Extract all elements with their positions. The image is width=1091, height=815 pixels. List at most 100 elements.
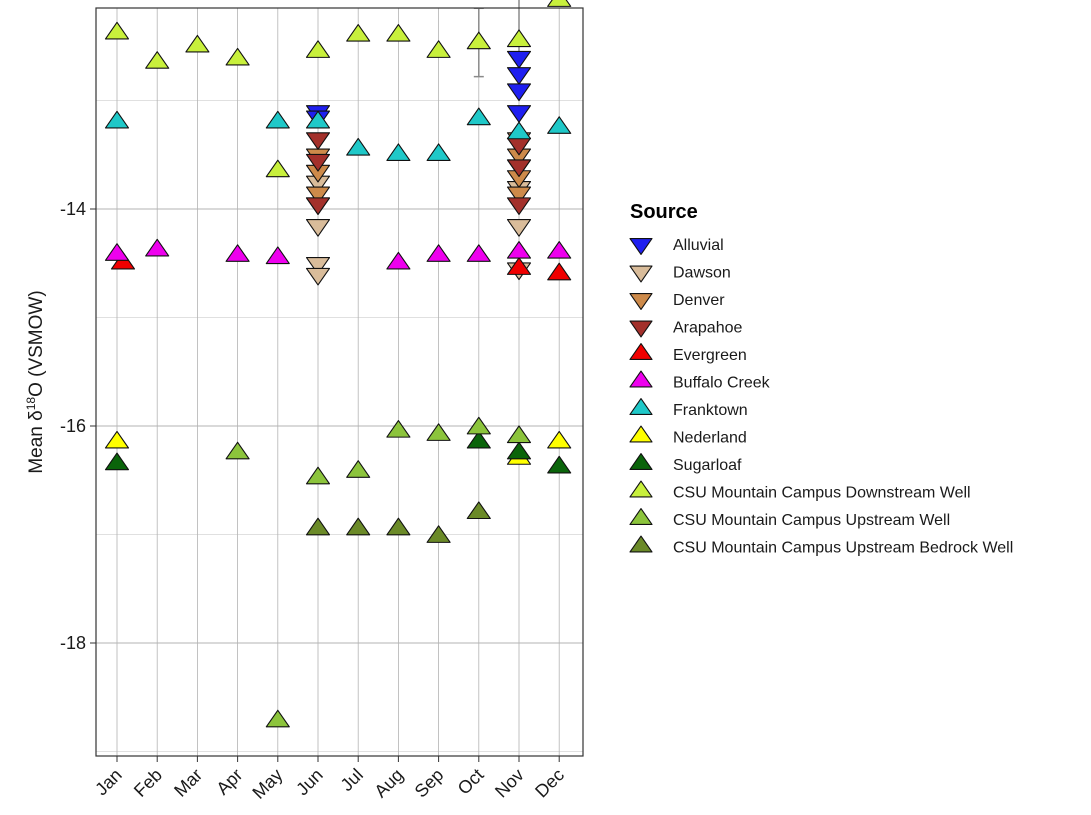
data-point (225, 244, 250, 262)
y-axis-title-sup: 18 (24, 397, 38, 411)
data-point (104, 430, 130, 449)
data-point (145, 51, 170, 69)
data-point (547, 0, 572, 7)
data-point (547, 116, 572, 134)
data-point (346, 137, 371, 156)
data-point (506, 219, 532, 237)
x-tick-label: May (248, 765, 286, 803)
x-tick-label: Sep (411, 765, 448, 802)
y-tick-label: -16 (60, 416, 86, 436)
x-tick-label: Aug (370, 765, 407, 802)
data-point (506, 441, 532, 460)
plot-border (95, 7, 584, 757)
data-point (466, 31, 491, 50)
x-tick-label: Apr (212, 765, 246, 799)
data-point (265, 110, 290, 129)
y-axis-title-prefix: Mean δ (26, 410, 47, 473)
x-tick-label: Feb (130, 765, 166, 801)
data-point (506, 67, 532, 85)
legend-marker (629, 535, 653, 553)
data-point (506, 425, 532, 444)
data-point (305, 132, 331, 150)
data-point (185, 34, 210, 53)
data-point (104, 110, 130, 129)
data-point (506, 50, 532, 69)
data-point (466, 244, 491, 262)
data-point (466, 430, 491, 449)
data-point (547, 430, 572, 449)
data-point (386, 251, 411, 270)
legend-label: CSU Mountain Campus Upstream Bedrock Wel… (673, 540, 1013, 557)
data-point (386, 23, 411, 42)
data-point (506, 29, 532, 48)
legend-marker (629, 265, 653, 283)
x-tick-label: Oct (454, 765, 488, 799)
y-axis-ticks: -18 -16 -14 (60, 199, 96, 653)
legend-marker (629, 398, 653, 415)
data-point (305, 267, 331, 286)
series-arapahoe (305, 132, 532, 215)
data-point (426, 423, 451, 441)
data-point (466, 107, 491, 126)
legend-marker (629, 370, 653, 388)
x-tick-label: Jun (292, 765, 327, 800)
data-point (225, 47, 250, 66)
data-point (506, 186, 532, 205)
legend-marker (629, 293, 653, 310)
data-point (506, 105, 532, 123)
legend-marker (629, 343, 653, 360)
data-point (426, 143, 451, 161)
data-point (265, 709, 290, 728)
data-point (506, 240, 532, 259)
series-csu-mountain-campus-upstream-well (225, 416, 532, 728)
legend-label: Franktown (673, 402, 748, 419)
data-point (547, 262, 572, 281)
grid-lines (96, 8, 583, 756)
data-point (346, 517, 371, 536)
series-evergreen (110, 251, 572, 281)
series-csu-mountain-campus-upstream-bedrock-well (305, 501, 491, 543)
legend-label: Sugarloaf (673, 457, 742, 474)
data-point (305, 110, 331, 129)
data-point (386, 143, 411, 161)
legend-label: Buffalo Creek (673, 375, 771, 392)
data-point (305, 186, 331, 205)
data-point (305, 40, 331, 58)
legend-title: Source (630, 201, 698, 223)
x-tick-label: Jul (337, 765, 367, 795)
data-point (305, 219, 331, 237)
y-tick-label: -14 (60, 199, 86, 219)
data-point (506, 197, 532, 215)
legend-marker (629, 508, 653, 525)
data-point (305, 466, 331, 485)
data-points (104, 0, 572, 728)
data-point (225, 441, 250, 460)
data-point (265, 159, 290, 178)
legend-label: Dawson (673, 265, 731, 282)
data-point (265, 246, 290, 265)
data-point (547, 240, 572, 259)
data-point (426, 244, 451, 262)
legend-label: CSU Mountain Campus Downstream Well (673, 485, 971, 502)
data-point (386, 420, 411, 438)
data-point (506, 159, 532, 178)
data-point (466, 501, 491, 520)
legend-label: Alluvial (673, 237, 724, 254)
x-tick-label: Dec (531, 765, 568, 802)
series-csu-mountain-campus-downstream-well (104, 0, 572, 178)
data-point (104, 21, 130, 40)
data-point (506, 121, 532, 140)
legend-marker (629, 425, 653, 443)
x-tick-label: Jan (91, 765, 126, 800)
x-tick-label: Nov (491, 765, 528, 802)
data-point (386, 517, 411, 536)
legend-label: Nederland (673, 430, 747, 447)
data-point (104, 243, 130, 261)
data-point (426, 525, 451, 543)
data-point (145, 238, 170, 257)
data-point (426, 40, 451, 58)
legend: Source Alluvial Dawson Denver Arapahoe Everg… (629, 201, 1013, 557)
data-point (506, 83, 532, 102)
y-axis-title: Mean δ18O (VSMOW) (24, 290, 47, 473)
